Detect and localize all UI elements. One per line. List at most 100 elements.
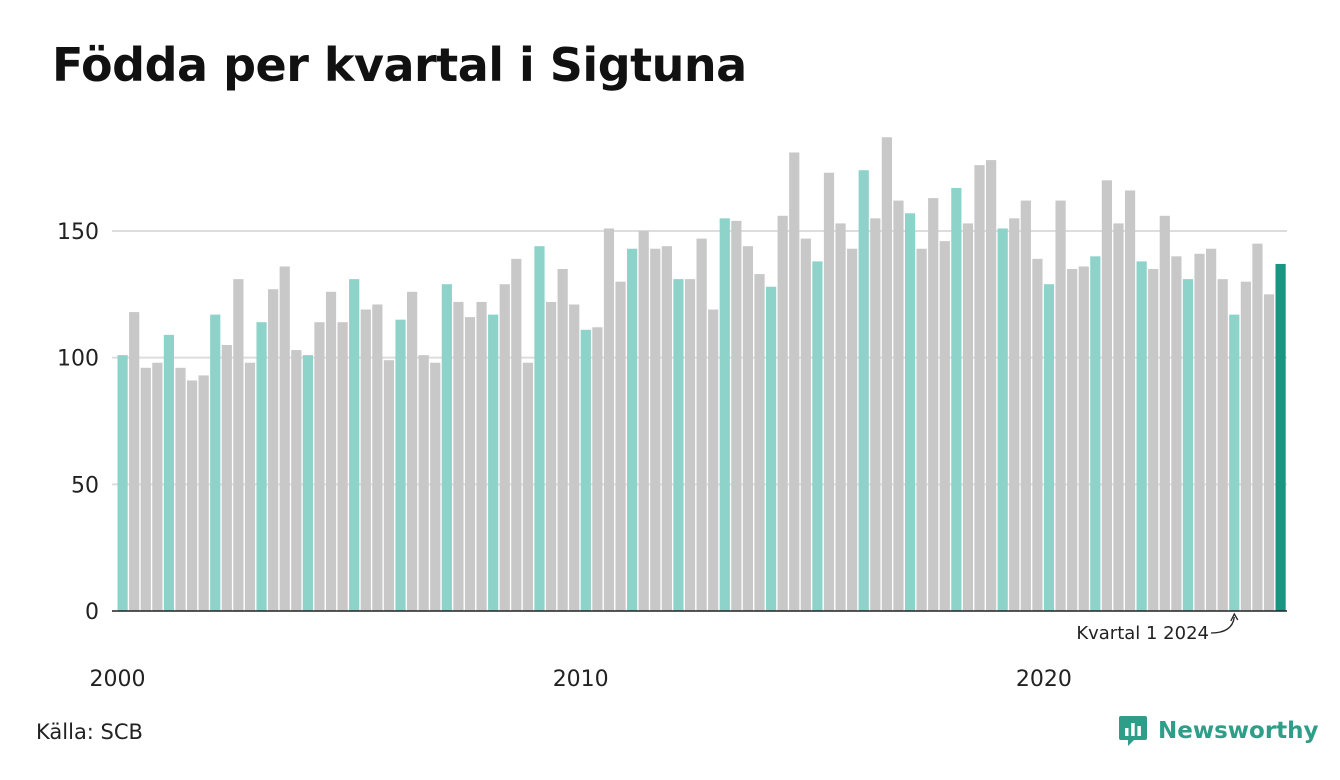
bar: [812, 261, 823, 611]
bar: [916, 248, 927, 612]
bar: [765, 286, 777, 611]
bar: [534, 246, 545, 611]
bar: [893, 200, 904, 611]
bar: [719, 218, 730, 611]
annotation-arrow: [1210, 616, 1235, 634]
bar: [557, 269, 568, 611]
bar: [1263, 294, 1275, 611]
bar: [742, 246, 754, 611]
bar: [1171, 256, 1182, 611]
bar: [1009, 218, 1020, 611]
bar: [129, 312, 140, 611]
bar: [1020, 200, 1031, 611]
y-tick-label: 50: [71, 473, 99, 498]
bar: [186, 380, 198, 611]
bar: [1136, 261, 1147, 611]
bar: [881, 137, 892, 611]
bar: [453, 301, 464, 611]
bar: [789, 152, 800, 611]
bar: [928, 198, 939, 611]
bar: [372, 304, 383, 611]
source-label: Källa: SCB: [36, 720, 143, 744]
bar: [349, 279, 360, 611]
bar: [395, 319, 406, 611]
bar: [870, 218, 881, 611]
x-tick-label: 2020: [1016, 667, 1072, 692]
bar: [754, 274, 765, 611]
annotation-arrowhead: [1230, 612, 1239, 622]
bar: [302, 355, 313, 611]
bar: [464, 317, 476, 611]
bar: [847, 248, 858, 612]
bar: [569, 304, 580, 611]
chart-title: Födda per kvartal i Sigtuna: [52, 38, 747, 92]
bar: [233, 279, 244, 611]
bar: [511, 258, 522, 611]
bar: [476, 301, 487, 611]
bar: [627, 248, 638, 612]
bar: [731, 220, 742, 611]
bar: [696, 238, 707, 611]
bar: [360, 309, 371, 611]
annotation-label: Kvartal 1 2024: [1076, 623, 1209, 644]
bar: [1124, 190, 1136, 611]
bar: [175, 367, 186, 611]
bar: [777, 215, 788, 612]
y-tick-label: 0: [85, 600, 99, 625]
bar: [974, 165, 985, 611]
bar: [986, 160, 997, 611]
bar: [1043, 284, 1055, 611]
bar: [708, 309, 719, 611]
bar: [1067, 269, 1078, 611]
bar: [244, 362, 256, 611]
bar: [650, 248, 661, 612]
bar: [1229, 314, 1240, 611]
bar: [545, 301, 557, 611]
bar: [661, 246, 672, 611]
bar: [1252, 243, 1263, 612]
bar: [580, 329, 591, 611]
bar: [1101, 180, 1112, 611]
bar: [140, 367, 151, 611]
brand-name: Newsworthy: [1158, 718, 1319, 744]
bar: [1240, 281, 1251, 611]
bar: [441, 284, 452, 611]
bar: [152, 362, 163, 611]
x-tick-label: 2000: [90, 667, 146, 692]
bar: [163, 334, 175, 611]
bar: [835, 223, 846, 611]
y-tick-label: 150: [57, 220, 99, 245]
bar: [1113, 223, 1124, 611]
bar: [430, 362, 441, 611]
bar: [522, 362, 533, 611]
bar: [256, 322, 267, 611]
bar: [117, 355, 128, 611]
bar: [962, 223, 974, 611]
bar: [325, 291, 337, 611]
bar: [279, 266, 290, 611]
bar: [1148, 269, 1159, 611]
bar: [1055, 200, 1066, 611]
bar: [418, 355, 429, 611]
tick-labels: 0 50 100 150 2000 2010 2020: [57, 220, 1072, 692]
bar: [1182, 279, 1194, 611]
brand-logo[interactable]: Newsworthy: [1118, 714, 1319, 748]
bar: [823, 172, 835, 612]
bar: [198, 375, 209, 611]
bar: [499, 284, 510, 611]
newsworthy-icon: [1119, 716, 1147, 746]
bar: [1032, 258, 1043, 611]
bar: [314, 322, 325, 611]
x-tick-label: 2010: [553, 667, 609, 692]
bar: [383, 360, 395, 611]
bar: [800, 238, 811, 611]
bar: [638, 231, 649, 611]
bar: [291, 350, 302, 611]
bar: [997, 228, 1008, 611]
bar: [1217, 279, 1228, 611]
bar: [603, 228, 615, 611]
bar: [951, 187, 962, 611]
bars: [117, 137, 1286, 612]
annotation: Kvartal 1 2024: [1076, 612, 1239, 644]
